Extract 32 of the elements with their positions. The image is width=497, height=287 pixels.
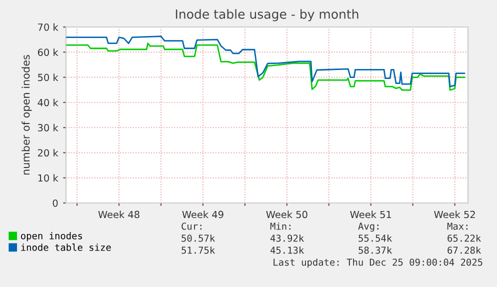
chart-title: Inode table usage - by month [176, 9, 358, 22]
y-tick-label: 10 k [38, 174, 58, 182]
text: 65.22k [448, 234, 481, 242]
y-tick-label: 0 [52, 199, 58, 207]
x-tick-label: Week 48 [98, 210, 140, 218]
text: Max: [447, 222, 468, 230]
text: 50.57k [182, 234, 215, 242]
text: Avg: [358, 222, 378, 232]
line-series [66, 36, 466, 88]
x-tick-label: Week 49 [182, 210, 224, 218]
text: Cur: [182, 222, 202, 230]
text: 67.28k [448, 246, 481, 254]
line-series [66, 42, 466, 91]
y-tick-label: 70 k [38, 23, 58, 31]
text: 43.92k [270, 234, 304, 242]
text: 55.54k [358, 234, 392, 242]
text: Last update: Thu Dec 25 09:00:04 2025 [274, 258, 482, 268]
x-tick-label: Week 52 [434, 210, 475, 218]
text: 45.13k [270, 246, 304, 254]
text: 58.37k [358, 246, 392, 254]
y-tick-label: 20 k [38, 149, 58, 157]
text: 51.75k [182, 246, 215, 254]
y-tick-label: 50 k [38, 74, 58, 82]
legend-label: inode table size [21, 244, 111, 251]
y-tick-label: 30 k [38, 124, 58, 132]
y-tick-label: 60 k [38, 48, 58, 56]
y-tick-label: 40 k [38, 98, 58, 106]
x-tick-label: Week 50 [266, 210, 308, 218]
legend-label: open inodes [21, 232, 82, 242]
x-tick-label: Week 51 [350, 210, 392, 218]
y-axis-title: number of open inodes [22, 55, 32, 175]
text: Min: [270, 222, 290, 230]
